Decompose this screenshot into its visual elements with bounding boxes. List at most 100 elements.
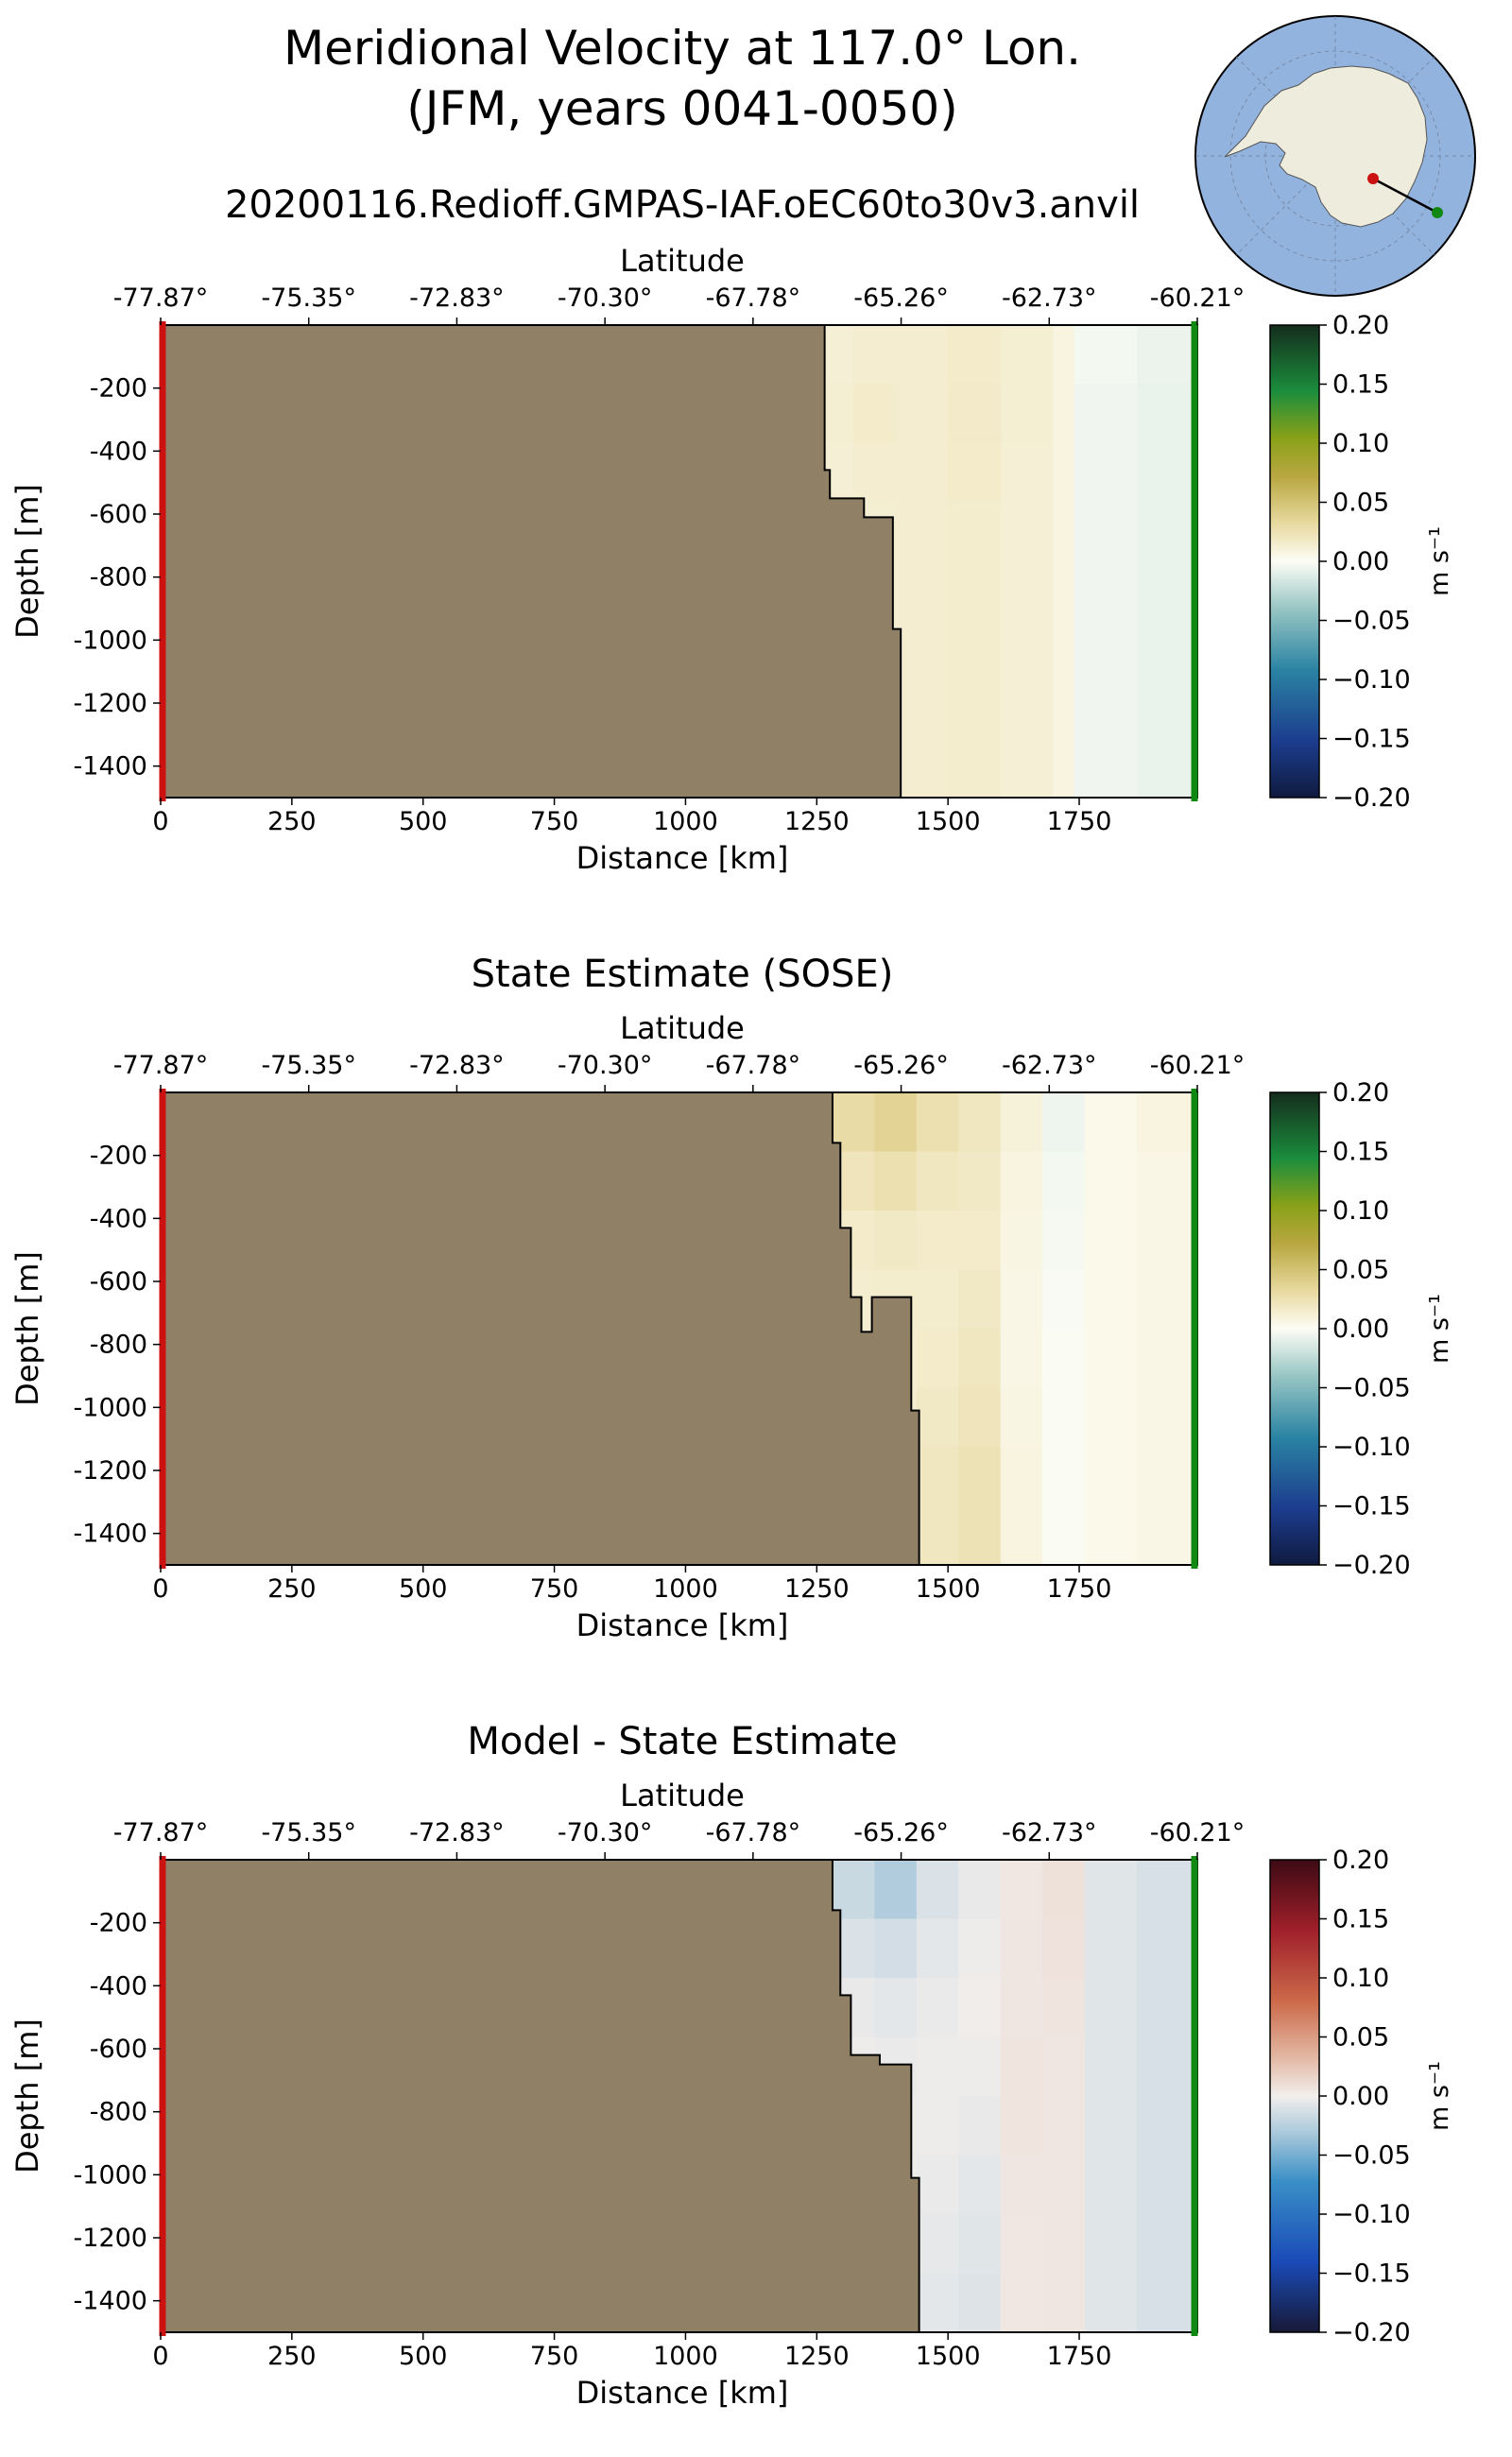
heatmap-cell [895, 679, 949, 739]
latitude-axis-label: Latitude [620, 243, 745, 279]
heatmap-cell [1084, 2155, 1138, 2215]
y-tick-label: -1200 [74, 689, 147, 718]
y-tick-label: -200 [90, 1142, 147, 1171]
heatmap-cell [824, 384, 854, 444]
heatmap-cell [948, 738, 1002, 799]
latitude-tick-label: -70.30° [558, 1051, 653, 1080]
heatmap-cell [958, 2214, 1002, 2274]
colorbar-tick-label: −0.05 [1332, 607, 1411, 636]
heatmap-cell [1084, 2273, 1138, 2333]
colorbar-tick-label: 0.15 [1332, 1138, 1389, 1167]
heatmap-cell [1053, 679, 1074, 739]
heatmap-cell [1137, 1918, 1198, 1979]
latitude-tick-label: -65.26° [853, 284, 949, 313]
x-tick-label: 1000 [653, 2342, 718, 2371]
heatmap-cell [916, 1978, 959, 2037]
x-tick-label: 0 [152, 1574, 168, 1604]
x-tick-label: 1250 [784, 1574, 850, 1604]
heatmap-cell [853, 443, 897, 503]
heatmap-cell [1000, 679, 1054, 739]
y-tick-label: -1000 [74, 626, 147, 655]
colorbar-tick-label: 0.05 [1332, 2023, 1389, 2053]
heatmap-cell [1137, 620, 1198, 680]
latitude-axis-label: Latitude [620, 1778, 745, 1813]
heatmap-cell [916, 1505, 959, 1566]
latitude-tick-label: -72.83° [409, 284, 505, 313]
heatmap-cell [1084, 1211, 1138, 1270]
latitude-tick-label: -60.21° [1150, 284, 1246, 313]
heatmap-cell [1137, 2036, 1198, 2097]
heatmap-cell [1000, 1978, 1043, 2037]
heatmap-cell [1074, 679, 1138, 739]
heatmap-cell [916, 1860, 959, 1919]
heatmap-cell [1000, 384, 1054, 444]
heatmap-cell [1000, 2214, 1043, 2274]
heatmap-cell [1137, 738, 1198, 799]
x-tick-label: 1750 [1047, 807, 1112, 836]
heatmap-cell [1084, 2214, 1138, 2274]
x-tick-label: 0 [152, 2342, 168, 2371]
heatmap-cell [1084, 1978, 1138, 2037]
latitude-tick-label: -62.73° [1002, 284, 1097, 313]
y-tick-label: -600 [90, 1267, 147, 1297]
x-tick-label: 1000 [653, 807, 718, 836]
heatmap-cell [1084, 1505, 1138, 1566]
heatmap-cell [874, 1978, 918, 2037]
heatmap-cell [1137, 384, 1198, 444]
heatmap-cell [1042, 2273, 1086, 2333]
colorbar-tick-label: 0.10 [1332, 429, 1389, 458]
heatmap-cell [1137, 1978, 1198, 2037]
heatmap-cell [1074, 443, 1138, 503]
heatmap-cell [1000, 2155, 1043, 2215]
heatmap-cell [895, 325, 949, 385]
x-tick-label: 250 [267, 2342, 317, 2371]
section-panel-2: State Estimate (SOSE) Latitude 0 250 500 750 1… [9, 953, 1454, 1643]
heatmap-cell [958, 1092, 1002, 1152]
y-tick-label: -1200 [74, 1456, 147, 1486]
colorbar-tick-label: −0.20 [1332, 1551, 1411, 1580]
heatmap-cell [958, 1860, 1002, 1919]
latitude-tick-label: -70.30° [558, 284, 653, 313]
y-tick-label: -1400 [74, 752, 147, 782]
heatmap-cell [1084, 1918, 1138, 1979]
figure-header: Meridional Velocity at 117.0° Lon. (JFM,… [225, 21, 1140, 227]
colorbar-tick-label: 0.00 [1332, 2082, 1389, 2111]
heatmap-cell [916, 1447, 959, 1506]
heatmap-cell [948, 679, 1002, 739]
x-tick-label: 250 [267, 807, 317, 836]
x-tick-label: 250 [267, 1574, 317, 1604]
heatmap-cell [895, 502, 949, 562]
heatmap-cell [1000, 1505, 1043, 1566]
latitude-tick-label: -77.87° [113, 284, 209, 313]
heatmap-cell [1042, 2096, 1086, 2156]
x-tick-label: 1250 [784, 807, 850, 836]
colorbar-tick-label: −0.10 [1332, 1433, 1411, 1462]
transect-line [1372, 177, 1438, 215]
colorbar-tick-label: 0.15 [1332, 1905, 1389, 1934]
y-tick-label: -800 [90, 563, 147, 593]
heatmap-cell [916, 1387, 959, 1448]
heatmap-cell [958, 2273, 1002, 2333]
x-tick-label: 1000 [653, 1574, 718, 1604]
transect-start-marker [1367, 173, 1379, 184]
panel-title: State Estimate (SOSE) [472, 953, 894, 996]
heatmap-cell [948, 502, 1002, 562]
heatmap-cell [1084, 1860, 1138, 1919]
colorbar-unit-label: m s⁻¹ [1425, 1294, 1454, 1364]
heatmap-cell [1053, 325, 1074, 385]
y-tick-label: -800 [90, 1331, 147, 1360]
latitude-tick-label: -70.30° [558, 1818, 653, 1847]
heatmap-cell [958, 1329, 1002, 1388]
bathymetry-line [831, 1092, 920, 1565]
heatmap-cell [916, 1151, 959, 1211]
colorbar-tick-label: −0.20 [1332, 783, 1411, 813]
heatmap-cell [1000, 738, 1054, 799]
x-axis-label: Distance [km] [576, 2375, 789, 2411]
heatmap-cell [1137, 1860, 1198, 1919]
heatmap-cell [916, 2214, 959, 2274]
heatmap-cell [1074, 325, 1138, 385]
heatmap-cell [1000, 2096, 1043, 2156]
heatmap-cell [1000, 1860, 1043, 1919]
heatmap-cell [1137, 1505, 1198, 1566]
heatmap-cell [1084, 1447, 1138, 1506]
